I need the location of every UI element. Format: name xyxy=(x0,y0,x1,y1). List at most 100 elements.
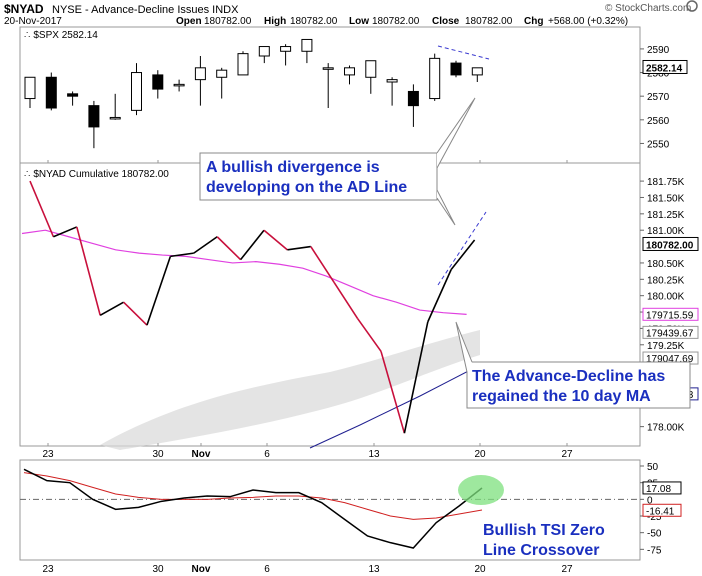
candle-body xyxy=(67,93,79,97)
tsi-last-value: 17.08 xyxy=(646,484,671,495)
ad-line-segment xyxy=(193,236,218,254)
candle-body xyxy=(131,72,142,111)
candle-body xyxy=(216,69,228,78)
symbol-description: NYSE - Advance-Decline Issues INDX xyxy=(52,4,239,16)
high-value: 180782.00 xyxy=(290,16,338,27)
ad-overlay-value: 179047.69 xyxy=(646,354,694,365)
chg-value: +568.00 (+0.32%) xyxy=(548,16,628,27)
ad-tick-label: 181.50K xyxy=(647,193,685,204)
ad-tick-label: 181.25K xyxy=(647,210,685,221)
candle-body xyxy=(386,79,398,83)
callout-pointer-ma xyxy=(455,321,473,373)
tsi-signal-line xyxy=(23,472,483,520)
chg-label: Chg xyxy=(524,16,543,27)
tsi-line xyxy=(23,468,483,549)
open-label: Open xyxy=(176,16,202,27)
ad-line-segment xyxy=(29,180,55,238)
candle-body xyxy=(45,76,57,109)
price-trendline xyxy=(437,45,490,60)
ad-tick-label: 181.75K xyxy=(647,177,685,188)
low-label: Low xyxy=(349,16,369,27)
ad-line-segment xyxy=(403,321,429,434)
candle-body xyxy=(471,67,483,76)
high-label: High xyxy=(264,16,286,27)
ad-legend-text: $NYAD Cumulative 180782.00 xyxy=(33,169,169,180)
candle-body xyxy=(407,90,419,107)
price-legend: ∴ $SPX 2582.14 xyxy=(24,30,98,41)
tsi-tick-label: -75 xyxy=(647,545,662,556)
price-last-value-box xyxy=(642,59,688,74)
ad-line-segment xyxy=(263,229,288,251)
ad-tick-label: 180.50K xyxy=(647,259,685,270)
price-tick-label: 2580 xyxy=(647,69,670,80)
low-value: 180782.00 xyxy=(372,16,420,27)
candle-body xyxy=(24,76,36,100)
tsi-last-value-box xyxy=(642,481,682,495)
toggle-icon[interactable] xyxy=(686,0,698,12)
x-axis-label-bottom: 30 xyxy=(152,564,164,575)
candle-body xyxy=(258,46,270,57)
annotation-ma-line1: The Advance-Decline has xyxy=(472,368,665,385)
callout-box-ma xyxy=(466,361,691,409)
ad-last-value: 180782.00 xyxy=(646,240,694,251)
price-tick-label: 2560 xyxy=(647,116,670,127)
symbol-title: $NYAD xyxy=(4,2,44,16)
tsi-signal-value-box xyxy=(642,503,682,517)
tsi-signal-value: -16.41 xyxy=(646,506,675,517)
ad-overlay-value: 179439.67 xyxy=(646,328,694,339)
candle-body xyxy=(365,60,377,78)
ad-line-segment xyxy=(287,245,311,251)
candle-body xyxy=(152,74,164,90)
price-legend-text: $SPX 2582.14 xyxy=(33,30,98,41)
ad-long-ma-line xyxy=(309,364,481,449)
x-axis-label-mid: 6 xyxy=(264,449,270,460)
price-last-value: 2582.14 xyxy=(646,63,683,74)
annotation-tsi-line1: Bullish TSI Zero xyxy=(483,522,605,539)
open-value: 180782.00 xyxy=(204,16,252,27)
ad-line-segment xyxy=(53,226,78,238)
callout-pointer-bottom xyxy=(436,189,456,226)
x-axis-label-mid: 20 xyxy=(474,449,486,460)
tsi-tick-label: -25 xyxy=(647,512,662,523)
stockcharts-brand: © StockCharts.com xyxy=(605,3,691,14)
ad-line-segment xyxy=(76,226,101,316)
tsi-crossover-highlight xyxy=(458,475,504,505)
ad-line-segment xyxy=(123,301,148,326)
x-axis-label-mid: 27 xyxy=(561,449,573,460)
ad-overlay-value-box xyxy=(642,325,699,339)
tsi-tick-label: 0 xyxy=(647,495,653,506)
x-axis-label-bottom: 13 xyxy=(368,564,380,575)
x-axis-label-bottom: Nov xyxy=(192,564,211,575)
annotation-ma-line2: regained the 10 day MA xyxy=(472,388,651,405)
callout-pointer-top xyxy=(436,97,476,169)
x-axis-label-bottom: 27 xyxy=(561,564,573,575)
tsi-tick-label: -50 xyxy=(647,529,662,540)
candle-body xyxy=(322,67,334,70)
ad-legend-grip: ∴ xyxy=(24,169,30,180)
candle-body xyxy=(450,62,462,76)
ad-line-segment xyxy=(450,239,476,270)
candle-body xyxy=(280,46,292,52)
ad-tick-label: 179.25K xyxy=(647,341,685,352)
x-axis-label-bottom: 20 xyxy=(474,564,486,575)
candle-body xyxy=(109,116,121,120)
ad-line-segment xyxy=(146,256,172,326)
candle-body xyxy=(429,57,441,100)
x-axis-label-mid: 30 xyxy=(152,449,164,460)
ad-envelope-band xyxy=(100,330,480,450)
ad-ma10-line xyxy=(21,229,467,315)
annotation-tsi-line2: Line Crossover xyxy=(483,542,599,559)
ad-line-segment xyxy=(333,282,359,320)
price-tick-label: 2570 xyxy=(647,92,670,103)
candle-body xyxy=(173,83,185,87)
tsi-panel xyxy=(19,459,641,561)
price-tick-label: 2590 xyxy=(647,45,670,56)
candle-body xyxy=(301,38,313,52)
candle-body xyxy=(237,53,249,76)
callout-box-divergence xyxy=(199,152,438,201)
ad-tick-label: 181.00K xyxy=(647,226,685,237)
tsi-tick-label: 50 xyxy=(647,462,659,473)
x-axis-label-mid: Nov xyxy=(192,449,211,460)
ad-line-segment xyxy=(380,351,406,434)
